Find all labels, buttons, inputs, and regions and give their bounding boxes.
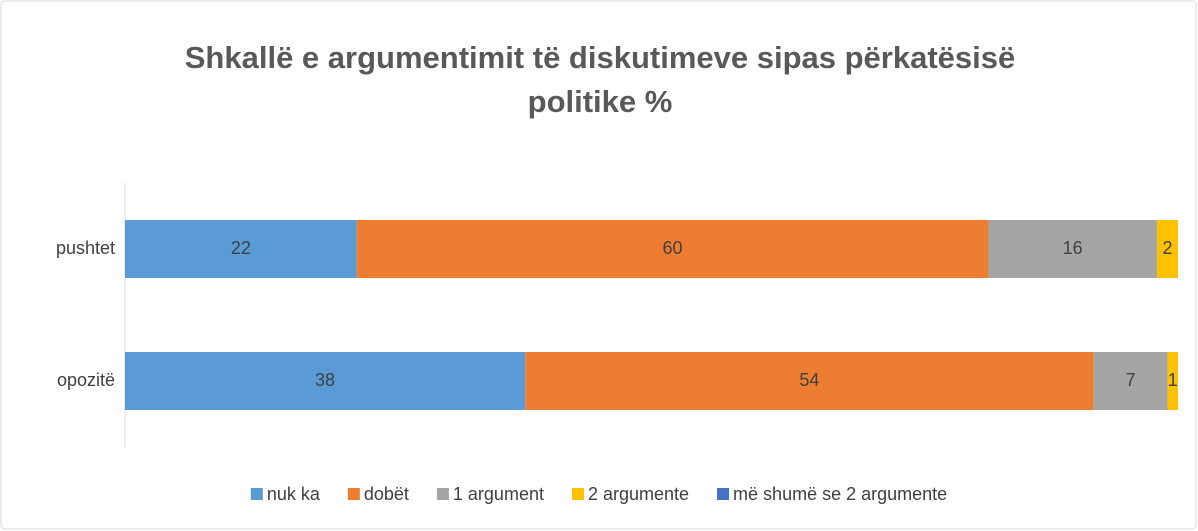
legend-swatch bbox=[250, 488, 263, 500]
bar-segment bbox=[125, 220, 357, 278]
data-label: 2 bbox=[1162, 238, 1172, 258]
legend-swatch bbox=[436, 488, 449, 500]
bar-segment bbox=[525, 352, 1094, 410]
bar-segment bbox=[125, 352, 526, 410]
data-label: 38 bbox=[315, 370, 335, 390]
legend-label: më shumë se 2 argumente bbox=[733, 484, 947, 504]
bar-segment bbox=[356, 220, 989, 278]
y-tick-label: pushtet bbox=[56, 238, 115, 258]
data-label: 60 bbox=[663, 238, 683, 258]
bar-segment bbox=[1093, 352, 1168, 410]
data-label: 54 bbox=[799, 370, 819, 390]
bar-segment bbox=[1156, 220, 1178, 278]
data-label: 1 bbox=[1168, 370, 1178, 390]
legend-label: dobët bbox=[364, 484, 409, 504]
legend-label: nuk ka bbox=[267, 484, 321, 504]
data-label: 7 bbox=[1126, 370, 1136, 390]
legend-label: 2 argumente bbox=[588, 484, 689, 504]
legend-swatch bbox=[717, 488, 730, 500]
bar-segment bbox=[988, 220, 1157, 278]
bar-segment bbox=[1167, 352, 1178, 410]
legend-label: 1 argument bbox=[453, 484, 544, 504]
y-tick-label: opozitë bbox=[57, 370, 115, 390]
legend-swatch bbox=[571, 488, 584, 500]
legend-swatch bbox=[347, 488, 360, 500]
chart-title: Shkallë e argumentimit të diskutimeve si… bbox=[184, 40, 1016, 119]
data-label: 22 bbox=[231, 238, 251, 258]
data-label: 16 bbox=[1063, 238, 1083, 258]
